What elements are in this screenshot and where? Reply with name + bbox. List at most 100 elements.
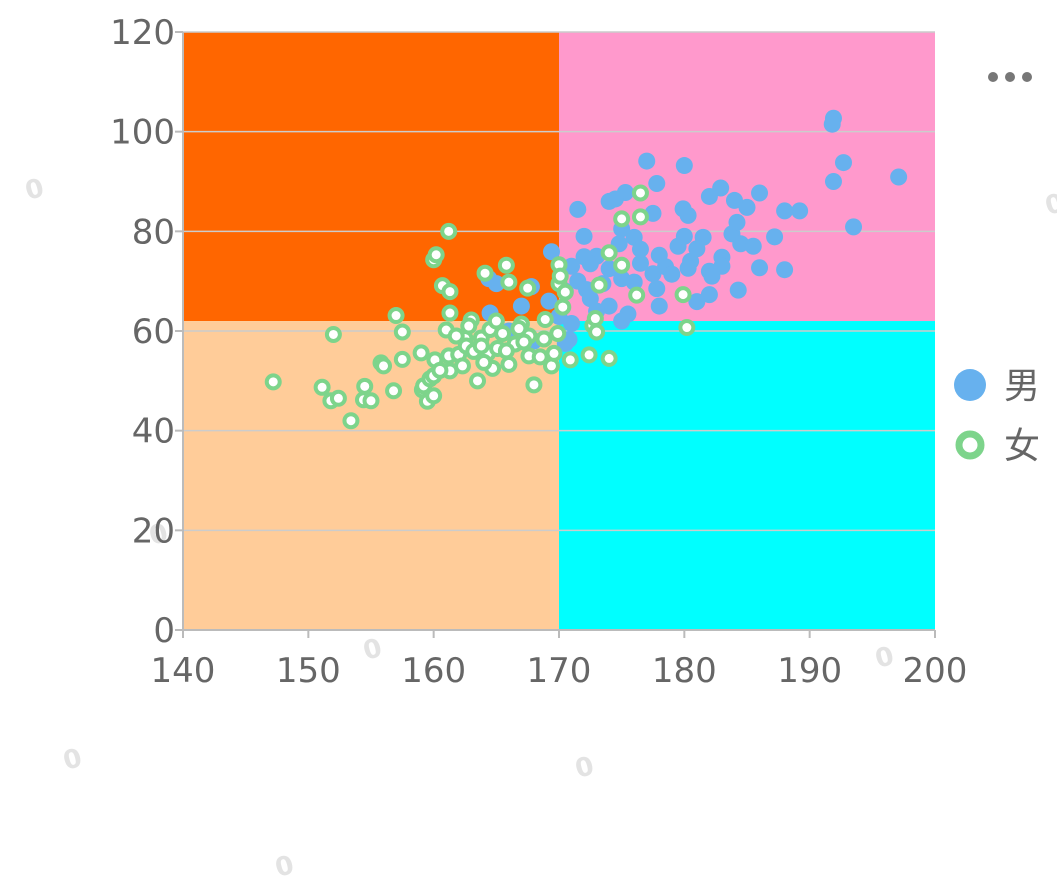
data-point-female [678, 319, 696, 337]
data-point-male [776, 202, 794, 220]
data-point-female [500, 355, 518, 373]
legend: 男女 [954, 366, 1040, 467]
data-point-male [700, 187, 718, 205]
data-point-female [313, 378, 331, 396]
data-point-male [540, 292, 558, 310]
more-dots-icon [1022, 72, 1032, 82]
data-point-male [751, 259, 769, 277]
data-point-male [824, 173, 842, 190]
data-point-female [362, 392, 380, 410]
watermark-glyph: 0 [1042, 188, 1057, 222]
x-tick-label: 190 [777, 651, 842, 691]
data-point-female [536, 311, 554, 329]
data-point-female [476, 264, 494, 282]
data-point-female [412, 344, 430, 362]
watermark-glyph: 0 [872, 641, 897, 675]
watermark-glyph: 0 [22, 173, 47, 207]
data-point-female [549, 324, 567, 342]
y-tick-label: 120 [110, 13, 175, 53]
data-point-female [674, 286, 692, 304]
data-point-male [631, 240, 649, 258]
data-point-male [575, 248, 593, 266]
y-tick-label: 80 [132, 212, 175, 252]
data-point-female [342, 412, 360, 430]
data-point-female [460, 317, 478, 335]
data-point-female [631, 184, 649, 202]
data-point-male [644, 265, 662, 283]
data-point-female [385, 382, 403, 400]
data-point-male [688, 240, 706, 258]
data-point-female [393, 323, 411, 341]
legend-symbol-filled-circle-icon [954, 369, 986, 401]
quadrant-bottom-right [559, 321, 935, 630]
data-point-female [329, 389, 347, 407]
data-point-female [586, 310, 604, 328]
data-point-female [580, 346, 598, 364]
data-point-female [628, 286, 646, 304]
legend-symbol-hollow-circle-icon [955, 430, 985, 460]
data-point-male [700, 286, 718, 304]
data-point-female [497, 256, 515, 274]
data-point-male [738, 198, 756, 216]
more-dots-icon [1005, 72, 1015, 82]
data-point-male [638, 152, 656, 170]
data-point-male [728, 213, 746, 231]
data-point-female [447, 327, 465, 345]
data-point-male [776, 261, 794, 279]
data-points [264, 109, 908, 430]
x-tick-label: 170 [527, 651, 592, 691]
legend-item[interactable]: 男 [954, 366, 1040, 407]
data-point-male [675, 157, 693, 175]
data-point-female [387, 307, 405, 325]
data-point-male [845, 218, 863, 236]
data-point-male [823, 115, 841, 133]
data-point-female [600, 244, 618, 262]
data-point-male [625, 273, 643, 291]
data-point-male [688, 293, 706, 311]
watermark-glyph: 0 [360, 633, 385, 667]
legend-label: 女 [1004, 426, 1040, 467]
data-point-female [440, 222, 458, 240]
data-point-female [631, 208, 649, 226]
legend-label: 男 [1004, 366, 1040, 407]
data-point-female [393, 350, 411, 368]
data-point-male [766, 228, 784, 246]
data-point-male [744, 237, 762, 255]
data-point-male [679, 206, 697, 224]
watermark-glyph: 0 [572, 751, 597, 785]
data-point-female [600, 349, 618, 367]
data-point-male [791, 202, 809, 220]
legend-item[interactable]: 女 [955, 426, 1040, 467]
data-point-male [650, 297, 668, 315]
y-tick-label: 40 [132, 412, 175, 452]
data-point-male [648, 280, 666, 298]
data-point-female [561, 351, 579, 369]
axes: 0 20 40 60 80 100 120 140 150 160 170 180 190 200 [110, 13, 967, 691]
data-point-female [519, 279, 537, 297]
data-point-male [563, 257, 581, 275]
y-tick-label: 0 [153, 611, 175, 651]
data-point-male [751, 184, 769, 202]
data-point-male [729, 281, 747, 299]
x-tick-label: 140 [151, 651, 216, 691]
data-point-male [569, 200, 587, 218]
more-options-button[interactable] [978, 58, 1042, 98]
data-point-female [425, 387, 443, 405]
data-point-female [525, 376, 543, 394]
data-point-female [431, 361, 449, 379]
watermark-glyph: 0 [272, 850, 297, 877]
data-point-female [613, 210, 631, 228]
quadrant-top-left [183, 32, 559, 322]
data-point-female [588, 323, 606, 341]
data-point-female [375, 357, 393, 375]
data-point-female [487, 312, 505, 330]
data-point-female [475, 353, 493, 371]
data-point-male [648, 174, 666, 192]
data-point-female [427, 246, 445, 264]
data-point-female [472, 337, 490, 355]
data-point-female [441, 283, 459, 301]
y-tick-label: 60 [132, 312, 175, 352]
data-point-female [510, 320, 528, 338]
data-point-female [613, 256, 631, 274]
